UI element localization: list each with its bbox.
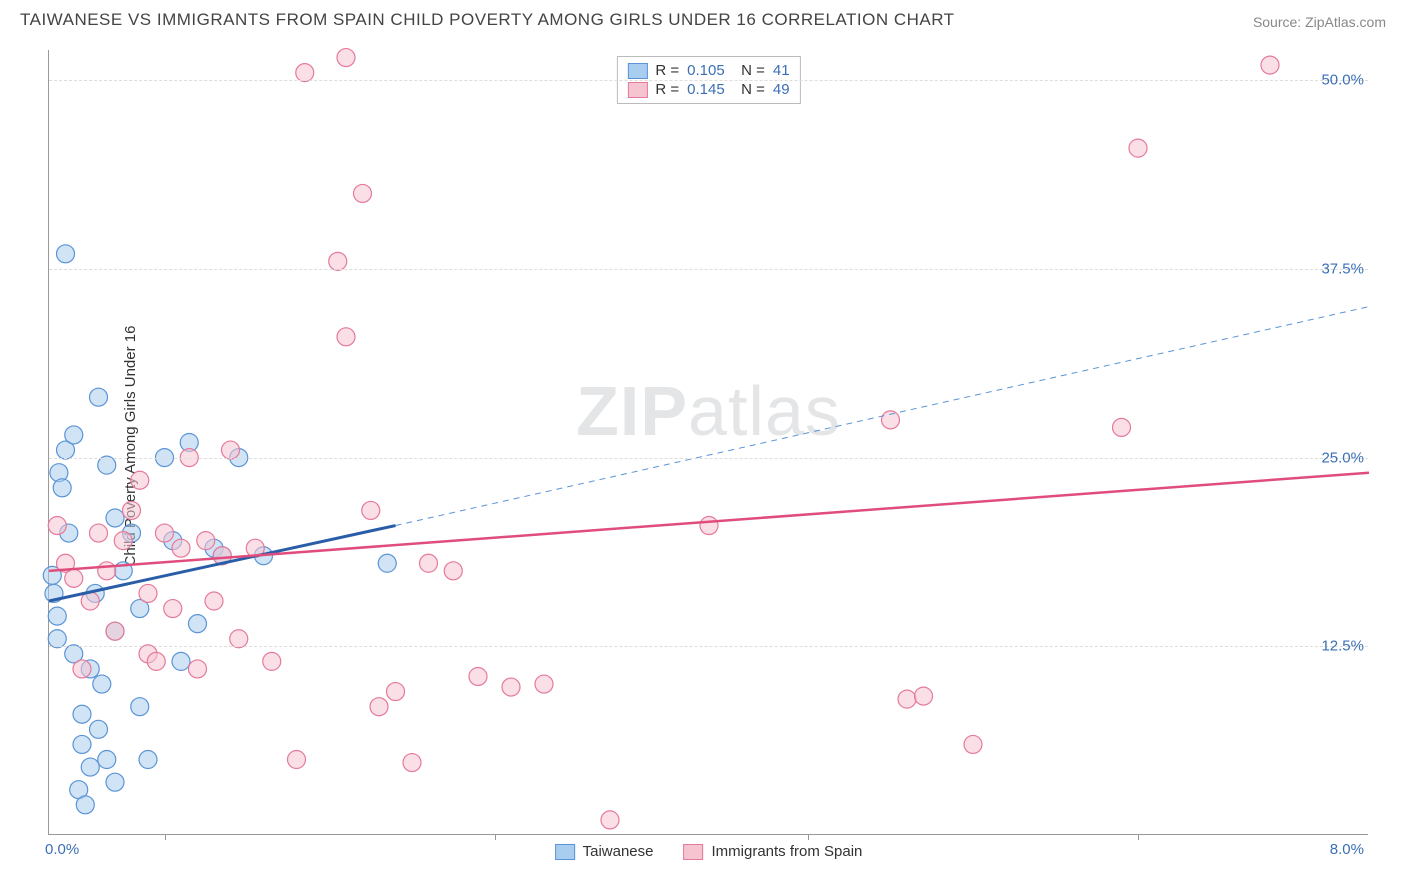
y-tick-label: 12.5% xyxy=(1321,638,1364,655)
legend-row: R =0.105N =41 xyxy=(627,61,789,80)
legend-swatch xyxy=(627,82,647,98)
x-tick-label: 8.0% xyxy=(1330,841,1364,858)
y-tick-label: 25.0% xyxy=(1321,449,1364,466)
scatter-plot-svg xyxy=(49,50,1368,834)
series-legend: Taiwanese Immigrants from Spain xyxy=(555,843,863,860)
y-tick-label: 50.0% xyxy=(1321,72,1364,89)
chart-source: Source: ZipAtlas.com xyxy=(1253,14,1386,30)
legend-row: R =0.145N =49 xyxy=(627,80,789,99)
series-legend-item: Immigrants from Spain xyxy=(684,843,863,860)
chart-plot-area: ZIPatlas R =0.105N =41R =0.145N =49 Taiw… xyxy=(48,50,1368,835)
chart-title: TAIWANESE VS IMMIGRANTS FROM SPAIN CHILD… xyxy=(20,10,955,30)
series-legend-item: Taiwanese xyxy=(555,843,654,860)
legend-swatch xyxy=(684,844,704,860)
series-name: Taiwanese xyxy=(583,843,654,860)
series-name: Immigrants from Spain xyxy=(712,843,863,860)
x-tick-label: 0.0% xyxy=(45,841,79,858)
legend-swatch xyxy=(555,844,575,860)
legend-swatch xyxy=(627,63,647,79)
y-tick-label: 37.5% xyxy=(1321,260,1364,277)
